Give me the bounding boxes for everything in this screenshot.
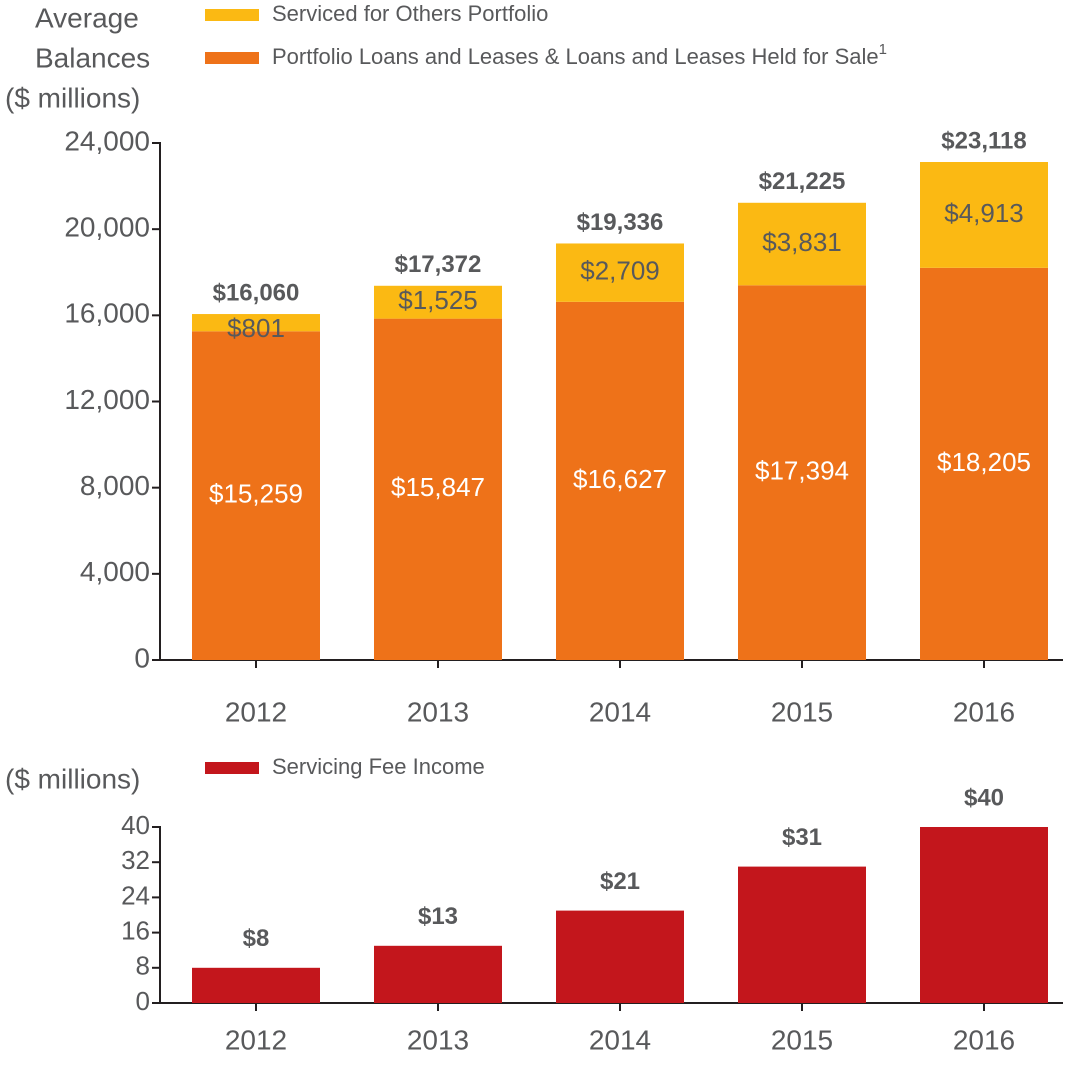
y-tick-label: 0 — [134, 642, 150, 673]
y-tick-label: 32 — [121, 845, 150, 875]
bar-segment — [556, 301, 684, 660]
x-tick-label: 2013 — [407, 1024, 469, 1055]
x-tick-label: 2013 — [407, 696, 469, 727]
y-tick-label: 0 — [136, 986, 150, 1016]
bar — [374, 945, 502, 1003]
legend-label: Serviced for Others Portfolio — [272, 1, 548, 26]
legend-text: Serviced for Others Portfolio — [272, 1, 548, 26]
x-tick-label: 2012 — [225, 696, 287, 727]
bar-segment — [738, 202, 866, 286]
value-label: $40 — [964, 784, 1004, 811]
total-label: $19,336 — [577, 209, 664, 236]
segment-label: $3,831 — [762, 227, 842, 257]
legend-text: Portfolio Loans and Leases & Loans and L… — [272, 44, 879, 69]
x-tick-label: 2015 — [771, 1024, 833, 1055]
legend-label: Portfolio Loans and Leases & Loans and L… — [272, 41, 887, 69]
legend-label: Servicing Fee Income — [272, 754, 485, 779]
value-label: $13 — [418, 903, 458, 930]
x-tick-label: 2014 — [589, 1024, 651, 1055]
y-tick-label: 40 — [121, 810, 150, 840]
bar-segment — [192, 331, 320, 660]
segment-label: $16,627 — [573, 464, 667, 494]
segment-label: $15,847 — [391, 472, 485, 502]
x-tick-label: 2016 — [953, 696, 1015, 727]
total-label: $21,225 — [759, 168, 846, 195]
value-label: $21 — [600, 868, 640, 895]
y-tick-label: 24,000 — [64, 125, 150, 156]
value-label: $31 — [782, 824, 822, 851]
y-tick-label: 8 — [136, 951, 150, 981]
y-tick-label: 4,000 — [80, 556, 150, 587]
segment-label: $15,259 — [209, 479, 303, 509]
legend-text: Servicing Fee Income — [272, 754, 485, 779]
bar-segment — [920, 161, 1048, 268]
y-tick-label: 16,000 — [64, 298, 150, 329]
segment-label: $2,709 — [580, 256, 660, 286]
bar-segment — [374, 318, 502, 660]
bar — [920, 827, 1048, 1003]
y-tick-label: 24 — [121, 880, 150, 910]
segment-label: $17,394 — [755, 456, 849, 486]
y-axis-title: Balances — [35, 42, 150, 73]
legend-note: 1 — [879, 41, 887, 58]
y-axis-title: ($ millions) — [5, 82, 140, 113]
segment-label: $1,525 — [398, 285, 478, 315]
segment-label: $18,205 — [937, 447, 1031, 477]
bar — [192, 967, 320, 1003]
legend-swatch — [205, 9, 259, 21]
total-label: $16,060 — [213, 279, 300, 306]
bar-segment — [192, 314, 320, 332]
total-label: $17,372 — [395, 251, 482, 278]
value-label: $8 — [243, 925, 270, 952]
legend-swatch — [205, 762, 259, 774]
bar-segment — [920, 267, 1048, 660]
x-tick-label: 2014 — [589, 696, 651, 727]
y-axis-title: Average — [35, 2, 139, 33]
x-tick-label: 2012 — [225, 1024, 287, 1055]
x-tick-label: 2015 — [771, 696, 833, 727]
y-tick-label: 20,000 — [64, 212, 150, 243]
y-tick-label: 16 — [121, 915, 150, 945]
bar-segment — [556, 243, 684, 302]
y-tick-label: 8,000 — [80, 470, 150, 501]
legend-swatch — [205, 52, 259, 64]
y-tick-label: 12,000 — [64, 384, 150, 415]
bar-segment — [738, 285, 866, 660]
total-label: $23,118 — [941, 127, 1026, 154]
bar — [738, 866, 866, 1003]
segment-label: $801 — [227, 313, 285, 343]
bar — [556, 910, 684, 1003]
segment-label: $4,913 — [944, 198, 1024, 228]
bar-segment — [374, 285, 502, 319]
y-axis-title: ($ millions) — [5, 763, 140, 794]
x-tick-label: 2016 — [953, 1024, 1015, 1055]
